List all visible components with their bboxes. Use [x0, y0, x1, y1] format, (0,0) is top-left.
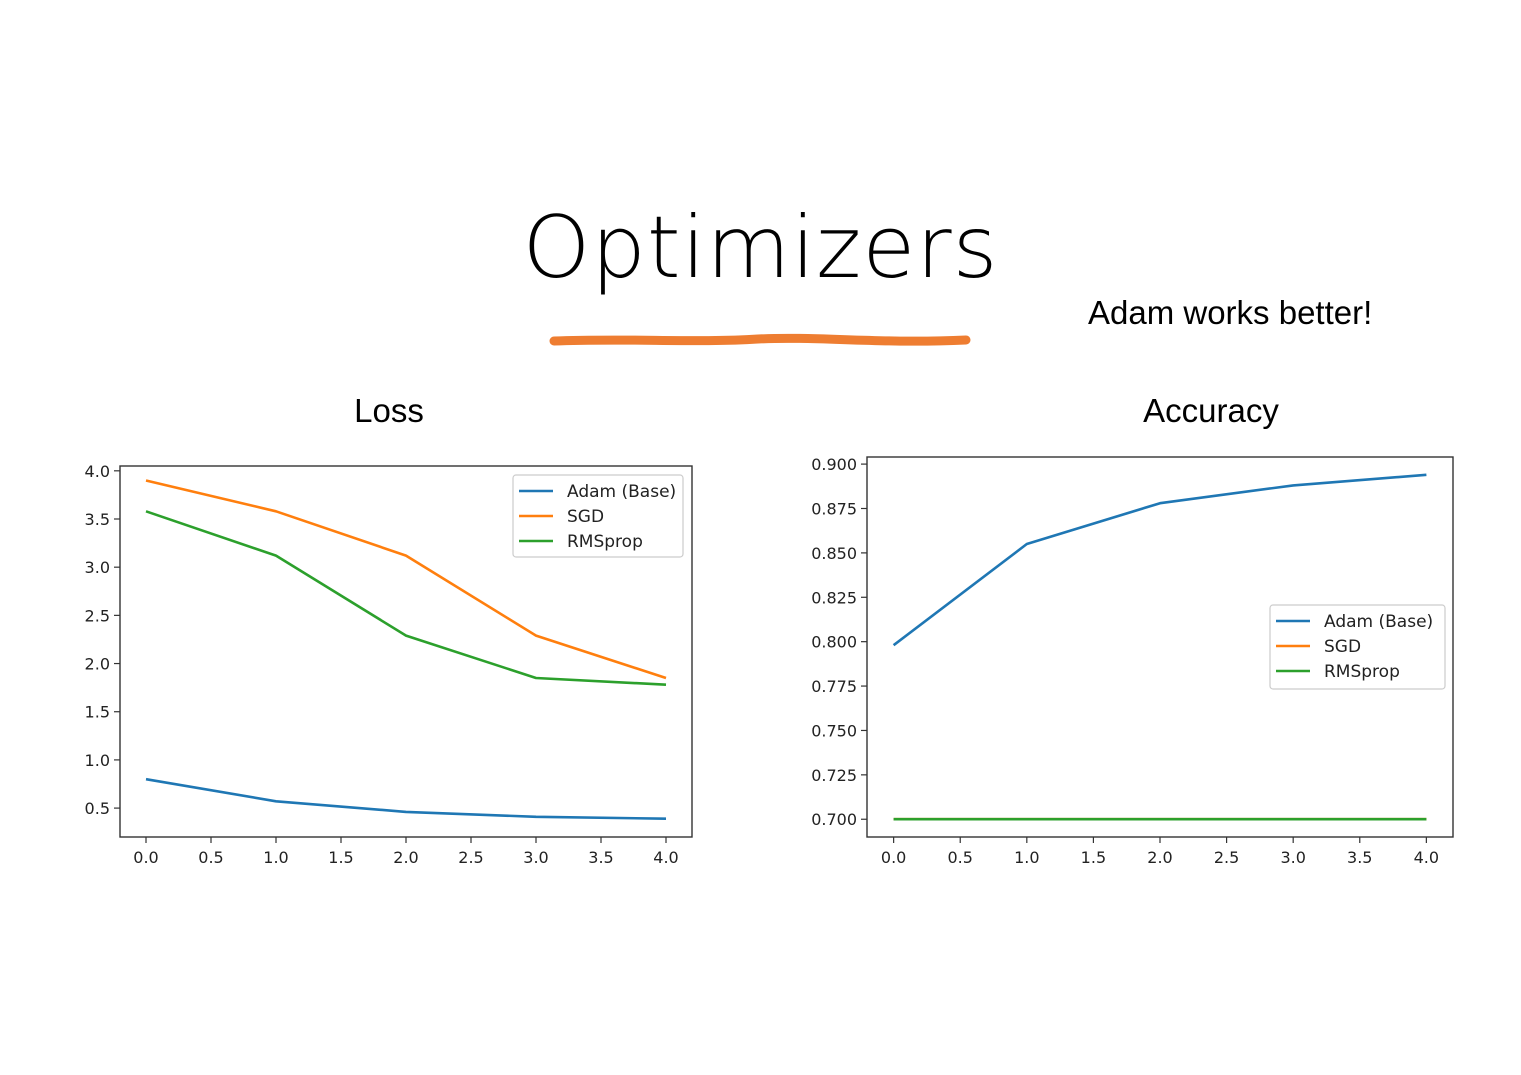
- accuracy-x-tick-label: 3.0: [1280, 848, 1305, 867]
- loss-chart-title: Loss: [354, 392, 424, 429]
- accuracy-x-tick-label: 1.5: [1081, 848, 1106, 867]
- loss-x-tick-label: 0.0: [133, 848, 158, 867]
- slide-title: Optimizers: [522, 198, 999, 298]
- accuracy-x-tick-label: 1.0: [1014, 848, 1039, 867]
- loss-x-tick-label: 4.0: [653, 848, 678, 867]
- accuracy-x-tick-label: 3.5: [1347, 848, 1372, 867]
- accuracy-legend: [1269, 604, 1446, 690]
- loss-legend-label-0: Adam (Base): [567, 482, 676, 502]
- loss-y-tick-label: 2.0: [85, 655, 110, 674]
- loss-y-tick-label: 3.5: [85, 510, 110, 529]
- accuracy-x-tick-label: 0.0: [881, 848, 906, 867]
- accuracy-y-tick-label: 0.700: [811, 810, 857, 829]
- loss-x-tick-label: 1.5: [328, 848, 353, 867]
- loss-x-tick-label: 3.5: [588, 848, 613, 867]
- accuracy-y-tick-label: 0.800: [811, 633, 857, 652]
- accuracy-y-tick-label: 0.775: [811, 677, 857, 696]
- loss-y-tick-label: 1.5: [85, 703, 110, 722]
- loss-legend: [512, 474, 684, 558]
- accuracy-x-tick-label: 2.5: [1214, 848, 1239, 867]
- loss-series-line-0: [145, 777, 667, 820]
- loss-x-tick-label: 1.0: [263, 848, 288, 867]
- loss-y-tick-label: 1.0: [85, 751, 110, 770]
- loss-legend-label-1: SGD: [567, 507, 604, 527]
- slide-note: Adam works better!: [1088, 294, 1373, 331]
- accuracy-series-line-0: [892, 473, 1427, 647]
- loss-series-line-2: [145, 510, 667, 686]
- loss-y-tick-label: 4.0: [85, 462, 110, 481]
- loss-series-line-1: [145, 479, 667, 680]
- accuracy-legend-label-0: Adam (Base): [1324, 612, 1433, 632]
- accuracy-y-tick-label: 0.850: [811, 544, 857, 563]
- loss-y-tick-label: 3.0: [85, 558, 110, 577]
- accuracy-y-tick-label: 0.825: [811, 588, 857, 607]
- loss-x-tick-label: 2.5: [458, 848, 483, 867]
- accuracy-y-tick-label: 0.875: [811, 499, 857, 518]
- accuracy-chart-title: Accuracy: [1143, 392, 1279, 429]
- loss-x-tick-label: 3.0: [523, 848, 548, 867]
- accuracy-legend-label-1: SGD: [1324, 637, 1361, 657]
- loss-legend-label-2: RMSprop: [567, 532, 643, 552]
- accuracy-y-tick-label: 0.900: [811, 455, 857, 474]
- accuracy-x-tick-label: 0.5: [948, 848, 973, 867]
- loss-x-tick-label: 0.5: [198, 848, 223, 867]
- accuracy-y-tick-label: 0.750: [811, 721, 857, 740]
- loss-y-tick-label: 2.5: [85, 606, 110, 625]
- title-underline: [549, 333, 971, 346]
- accuracy-x-tick-label: 2.0: [1147, 848, 1172, 867]
- accuracy-x-tick-label: 4.0: [1414, 848, 1439, 867]
- accuracy-legend-label-2: RMSprop: [1324, 662, 1400, 682]
- accuracy-y-tick-label: 0.725: [811, 766, 857, 785]
- loss-y-tick-label: 0.5: [85, 799, 110, 818]
- loss-x-tick-label: 2.0: [393, 848, 418, 867]
